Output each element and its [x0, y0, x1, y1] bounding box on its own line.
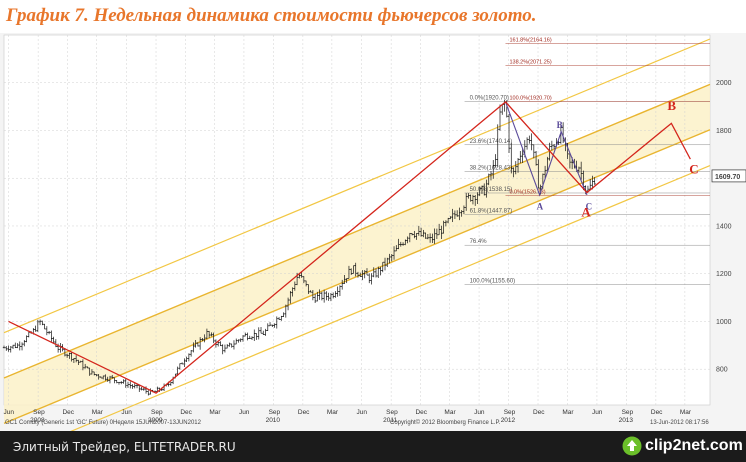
- last-price-label: 1609.70: [715, 174, 740, 181]
- month-tick-label: Jun: [121, 409, 132, 416]
- month-tick-label: Sep: [269, 409, 281, 416]
- year-tick-label: 2013: [619, 417, 634, 424]
- month-tick-label: Dec: [298, 409, 310, 416]
- month-tick-label: Dec: [62, 409, 74, 416]
- small-wave-label: B: [557, 120, 563, 130]
- year-tick-label: 2009: [148, 417, 163, 424]
- month-tick-label: Jun: [357, 409, 368, 416]
- source-caption: Элитный Трейдер, ELITETRADER.RU: [13, 440, 236, 454]
- small-abc-wave-line: [504, 101, 588, 197]
- month-tick-label: Mar: [444, 409, 456, 416]
- logo-text: clip2net.com: [645, 437, 743, 454]
- month-tick-label: Mar: [209, 409, 221, 416]
- month-tick-label: Jun: [4, 409, 15, 416]
- price-tick-label: 2000: [716, 80, 732, 87]
- small-wave-label: A: [537, 201, 544, 211]
- month-tick-label: Sep: [622, 409, 634, 416]
- red-wave-path: [8, 100, 691, 394]
- red-wave-label: C: [689, 161, 698, 176]
- year-tick-label: 2012: [501, 417, 516, 424]
- month-tick-label: Mar: [92, 409, 104, 416]
- fib-level-label: 38.2%(1628.43): [470, 165, 513, 171]
- month-tick-label: Jun: [474, 409, 485, 416]
- last-price-badge: [711, 169, 746, 183]
- month-tick-label: Sep: [151, 409, 163, 416]
- price-tick-label: 1200: [716, 271, 732, 278]
- month-tick-label: Mar: [327, 409, 339, 416]
- price-tick-label: 1800: [716, 128, 732, 135]
- fib-level-label: 100.0%(1155.60): [470, 278, 516, 284]
- fib-level-label: 76.4%: [470, 239, 488, 245]
- trend-channel-line: [3, 83, 711, 379]
- month-tick-label: Mar: [680, 409, 692, 416]
- month-tick-label: Dec: [415, 409, 427, 416]
- clip2net-logo[interactable]: clip2net.com: [622, 436, 743, 456]
- month-tick-label: Sep: [33, 409, 45, 416]
- price-tick-label: 1400: [716, 223, 732, 230]
- chart-footer-center: Copyright© 2012 Bloomberg Finance L.P.: [390, 419, 501, 426]
- fib-level-label: 61.8%(1447.87): [470, 209, 513, 215]
- month-tick-label: Jun: [592, 409, 603, 416]
- chart-footer-left: GC1 Comdty (Generic 1st 'GC' Future) 0Не…: [5, 420, 202, 426]
- price-tick-label: 800: [716, 367, 728, 374]
- year-tick-label: 2010: [266, 417, 281, 424]
- month-tick-label: Sep: [504, 409, 516, 416]
- channel-band: [4, 84, 710, 424]
- fib-ext-label: 100.0%(1920.70): [509, 96, 551, 102]
- bottom-bar: Элитный Трейдер, ELITETRADER.RU clip2net…: [0, 431, 746, 462]
- chart-panel: 0.0%(1920.70) 23.6%(1740.14) 38.2%(1628.43…: [0, 33, 746, 431]
- month-tick-label: Dec: [180, 409, 192, 416]
- red-wave-label: B: [667, 98, 676, 113]
- fib-ext-label: 161.8%(2164.16): [509, 38, 551, 44]
- trend-channel-line: [3, 38, 711, 334]
- upload-arrow-icon: [622, 436, 642, 456]
- fib-ext-label: 138.2%(2071.25): [509, 60, 551, 66]
- month-tick-label: Sep: [386, 409, 398, 416]
- gold-futures-chart: 0.0%(1920.70) 23.6%(1740.14) 38.2%(1628.43…: [2, 34, 746, 431]
- month-tick-label: Mar: [562, 409, 574, 416]
- small-wave-label: C: [586, 201, 593, 211]
- red-wave-label: A: [581, 204, 591, 219]
- year-tick-label: 2011: [383, 417, 397, 424]
- month-tick-label: Dec: [651, 409, 663, 416]
- fib-level-label: 0.0%(1920.70): [470, 96, 509, 102]
- month-tick-label: Dec: [533, 409, 545, 416]
- fib-level-label: 50.0%(1538.15): [470, 187, 513, 193]
- page-title: График 7. Недельная динамика стоимости ф…: [6, 5, 537, 26]
- fib-ext-label: 0.0%(1526.73): [509, 190, 545, 196]
- price-tick-label: 1000: [716, 319, 732, 326]
- month-tick-label: Jun: [239, 409, 250, 416]
- year-tick-label: 2008: [30, 417, 45, 424]
- chart-footer-right: 13-Jun-2012 08:17:56: [650, 420, 709, 426]
- fib-level-label: 23.6%(1740.14): [470, 139, 513, 145]
